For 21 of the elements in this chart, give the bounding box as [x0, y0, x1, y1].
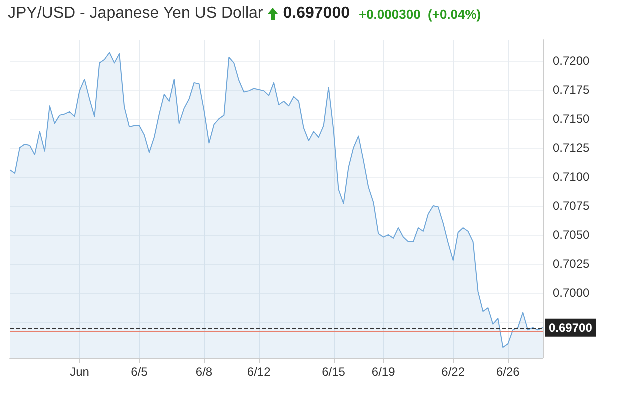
y-tick-label: 0.7175	[553, 82, 590, 97]
ref-line-label: 0.69700	[549, 320, 593, 335]
x-tick-label: 6/26	[496, 365, 520, 379]
x-tick-label: Jun	[70, 365, 90, 379]
y-tick-label: 0.7050	[553, 228, 590, 242]
y-tick-label: 0.7000	[553, 286, 590, 300]
y-tick-label: 0.7100	[553, 170, 590, 184]
text: +0.000300 (+0.04%)	[358, 6, 482, 22]
y-tick-label: 0.7025	[553, 256, 590, 271]
text: 0.697000	[283, 5, 350, 23]
y-tick-label: 0.7075	[553, 198, 590, 213]
x-tick-label: 6/12	[247, 365, 272, 379]
x-tick-label: 6/5	[131, 365, 148, 379]
x-tick-label: 6/15	[322, 365, 346, 379]
chart-title: JPY/USD - Japanese Yen US Dollar	[8, 5, 264, 23]
x-tick-label: 6/19	[372, 365, 396, 379]
y-tick-label: 0.7150	[553, 112, 590, 126]
y-tick-label: 0.7125	[553, 140, 590, 155]
x-tick-label: 6/22	[442, 365, 466, 379]
y-tick-label: 0.7200	[553, 54, 590, 68]
x-tick-label: 6/8	[196, 365, 213, 379]
